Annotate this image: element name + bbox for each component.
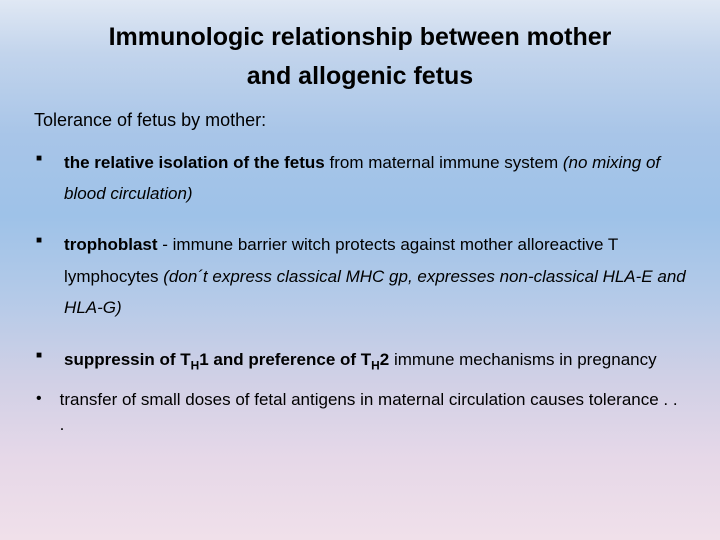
b3-rest: immune mechanisms in pregnancy bbox=[389, 350, 656, 369]
bullet-3-text: suppressin of TH1 and preference of TH2 … bbox=[64, 344, 657, 376]
dot-bullet-icon: • bbox=[36, 390, 42, 437]
b3-pre: suppressin of T bbox=[64, 350, 191, 369]
b3-mid2: 2 bbox=[380, 350, 389, 369]
b3-sub1: H bbox=[191, 358, 200, 372]
b3-mid1: 1 and preference of T bbox=[199, 350, 371, 369]
square-bullet-icon: ■ bbox=[36, 153, 42, 210]
bullet-1-bold: the relative isolation of the fetus bbox=[64, 153, 325, 172]
bullet-item-3: ■ suppressin of TH1 and preference of TH… bbox=[34, 344, 686, 376]
slide: Immunologic relationship between mother … bbox=[0, 0, 720, 540]
section-subhead: Tolerance of fetus by mother: bbox=[34, 110, 686, 131]
bullet-1-rest: from maternal immune system bbox=[325, 153, 563, 172]
bullet-2-bold: trophoblast bbox=[64, 235, 158, 254]
slide-title: Immunologic relationship between mother … bbox=[34, 18, 686, 96]
b3-sub2: H bbox=[371, 358, 380, 372]
square-bullet-icon: ■ bbox=[36, 235, 42, 323]
title-line-2: and allogenic fetus bbox=[247, 62, 473, 90]
bullet-4-text: transfer of small doses of fetal antigen… bbox=[60, 388, 686, 437]
bullet-item-1: ■ the relative isolation of the fetus fr… bbox=[34, 147, 686, 210]
bullet-1-text: the relative isolation of the fetus from… bbox=[64, 147, 686, 210]
title-line-1: Immunologic relationship between mother bbox=[109, 23, 612, 51]
bullet-item-2: ■ trophoblast - immune barrier witch pro… bbox=[34, 229, 686, 323]
square-bullet-icon: ■ bbox=[36, 350, 42, 376]
bullet-2-text: trophoblast - immune barrier witch prote… bbox=[64, 229, 686, 323]
bullet-item-4: • transfer of small doses of fetal antig… bbox=[34, 388, 686, 437]
